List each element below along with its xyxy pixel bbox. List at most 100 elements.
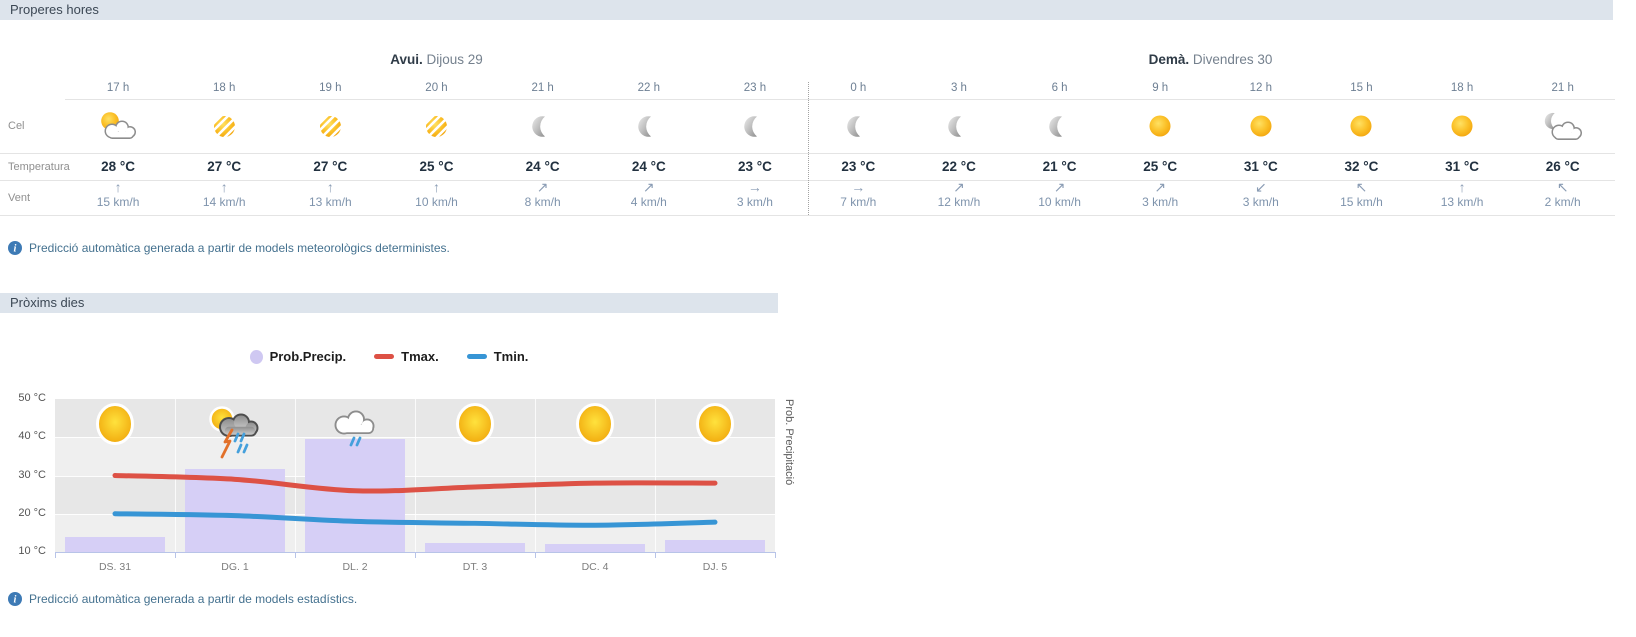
- veiled-sun-icon: [316, 99, 344, 153]
- row-label-sky: Cel: [8, 120, 25, 132]
- temperature-value: 27 °C: [207, 159, 242, 174]
- wind-direction-arrow: ↖: [1355, 179, 1368, 195]
- wind-speed: 3 km/h: [1242, 195, 1279, 209]
- veiled-sun-icon: [210, 99, 238, 153]
- gridline-vertical: [295, 399, 296, 552]
- hour-label: 6 h: [1051, 82, 1068, 94]
- moon-icon: [1048, 99, 1071, 153]
- chart-plot-area: [55, 399, 775, 552]
- tmax-line: [112, 473, 718, 494]
- x-axis-tick: [175, 552, 176, 558]
- hour-column: 18 h 27 °C ↑ 14 km/h: [171, 82, 277, 215]
- hour-label: 15 h: [1350, 82, 1373, 94]
- row-label-wind: Vent: [8, 192, 31, 204]
- hour-columns-tomorrow: 0 h 23 °C → 7 km/h 3 h 22 °C: [808, 82, 1613, 215]
- hour-column: 6 h 21 °C ↗ 10 km/h: [1009, 82, 1110, 215]
- wind-direction-arrow: ↖: [1556, 179, 1569, 195]
- wind-speed: 2 km/h: [1544, 195, 1581, 209]
- prob-precip-bar: [425, 542, 525, 552]
- wind-cell: → 7 km/h: [840, 180, 876, 215]
- hour-groups: 17 h 28 °C ↑ 15 km/h 18 h 27 °C: [65, 82, 1613, 215]
- svg-text:i: i: [14, 595, 17, 606]
- wind-direction-arrow: ↙: [1254, 179, 1267, 195]
- wind-cell: ↗ 8 km/h: [525, 180, 561, 215]
- veiled-sun-icon: [423, 99, 450, 153]
- wind-cell: → 3 km/h: [737, 180, 773, 215]
- temperature-value: 31 °C: [1243, 159, 1278, 174]
- temperature-value: 22 °C: [941, 159, 976, 174]
- wind-cell: ↑ 13 km/h: [309, 180, 352, 215]
- hourly-forecast-table: Avui. Dijous 29 Demà. Divendres 30 Cel T…: [0, 20, 1636, 220]
- wind-cell: ↑ 14 km/h: [203, 180, 246, 215]
- wind-cell: ↗ 12 km/h: [938, 180, 981, 215]
- hour-column: 3 h 22 °C ↗ 12 km/h: [909, 82, 1010, 215]
- legend-label: Tmax.: [401, 349, 439, 364]
- x-axis-label: DC. 4: [581, 561, 609, 573]
- wind-speed: 3 km/h: [1142, 195, 1179, 209]
- hour-label: 21 h: [531, 82, 554, 94]
- hour-column: 12 h 31 °C ↙ 3 km/h: [1211, 82, 1312, 215]
- hour-column: 21 h 24 °C ↗ 8 km/h: [490, 82, 596, 215]
- tmin-line: [112, 511, 718, 528]
- prob-precip-bar: [65, 536, 165, 552]
- hour-column: 20 h 25 °C ↑ 10 km/h: [383, 82, 489, 215]
- wind-speed: 3 km/h: [736, 195, 773, 209]
- moon-icon: [531, 99, 554, 153]
- section-header-hourly: Properes hores: [0, 0, 1613, 20]
- day-header-tomorrow: Demà. Divendres 30: [1148, 52, 1273, 67]
- hour-label: 17 h: [106, 82, 130, 94]
- x-axis-label: DJ. 5: [702, 561, 728, 573]
- temperature-value: 21 °C: [1042, 159, 1077, 174]
- sun-icon: [1148, 99, 1172, 153]
- today-tomorrow-divider: [808, 82, 809, 215]
- wind-direction-arrow: →: [747, 179, 762, 195]
- x-axis-tick: [655, 552, 656, 558]
- sun-cloud-icon: [95, 99, 141, 153]
- temperature-value: 24 °C: [525, 159, 560, 174]
- hour-label: 3 h: [950, 82, 967, 94]
- temperature-value: 31 °C: [1445, 159, 1480, 174]
- rain-icon: [329, 405, 381, 458]
- table-border: [0, 153, 1615, 154]
- hour-label: 23 h: [743, 82, 767, 94]
- hour-label: 22 h: [637, 82, 660, 94]
- wind-cell: ↑ 13 km/h: [1441, 180, 1484, 215]
- legend-swatch: [374, 354, 395, 359]
- hourly-note-text: Predicció automàtica generada a partir d…: [29, 241, 450, 255]
- temperature-lines: [112, 473, 718, 528]
- daily-forecast-chart: Prob.Precip. Tmax. Tmin. Prob. Precipita…: [0, 313, 860, 581]
- hour-column: 15 h 32 °C ↖ 15 km/h: [1311, 82, 1412, 215]
- info-icon: i: [8, 592, 22, 606]
- hour-column: 9 h 25 °C ↗ 3 km/h: [1110, 82, 1211, 215]
- hour-column: 0 h 23 °C → 7 km/h: [808, 82, 909, 215]
- moon-icon: [948, 99, 970, 153]
- prob-precip-bar: [545, 544, 645, 552]
- storm-icon: [205, 405, 265, 466]
- wind-cell: ↖ 15 km/h: [1340, 180, 1383, 215]
- temperature-value: 23 °C: [841, 159, 876, 174]
- wind-speed: 7 km/h: [840, 195, 877, 209]
- x-axis-tick: [415, 552, 416, 558]
- sun-icon: [694, 401, 736, 452]
- wind-cell: ↗ 10 km/h: [1038, 180, 1081, 215]
- moon-icon: [744, 99, 766, 153]
- daily-note: i Predicció automàtica generada a partir…: [8, 591, 1636, 607]
- x-axis-tick: [775, 552, 776, 558]
- x-axis-tick: [295, 552, 296, 558]
- hourly-note: i Predicció automàtica generada a partir…: [8, 240, 1636, 256]
- wind-speed: 13 km/h: [1440, 195, 1484, 209]
- row-label-temperature: Temperatura: [8, 161, 70, 173]
- temperature-value: 24 °C: [631, 159, 666, 174]
- y-axis-label: 20 °C: [18, 506, 46, 519]
- x-axis-tick: [55, 552, 56, 558]
- legend-swatch: [466, 354, 487, 359]
- wind-cell: ↙ 3 km/h: [1243, 180, 1279, 215]
- svg-text:i: i: [14, 244, 17, 255]
- wind-cell: ↑ 10 km/h: [415, 180, 458, 215]
- wind-cell: ↗ 3 km/h: [1142, 180, 1178, 215]
- sun-icon: [94, 401, 136, 452]
- section-title: Pròxims dies: [10, 295, 85, 310]
- chart-legend: Prob.Precip. Tmax. Tmin.: [0, 349, 778, 364]
- wind-direction-arrow: ↑: [1458, 179, 1466, 195]
